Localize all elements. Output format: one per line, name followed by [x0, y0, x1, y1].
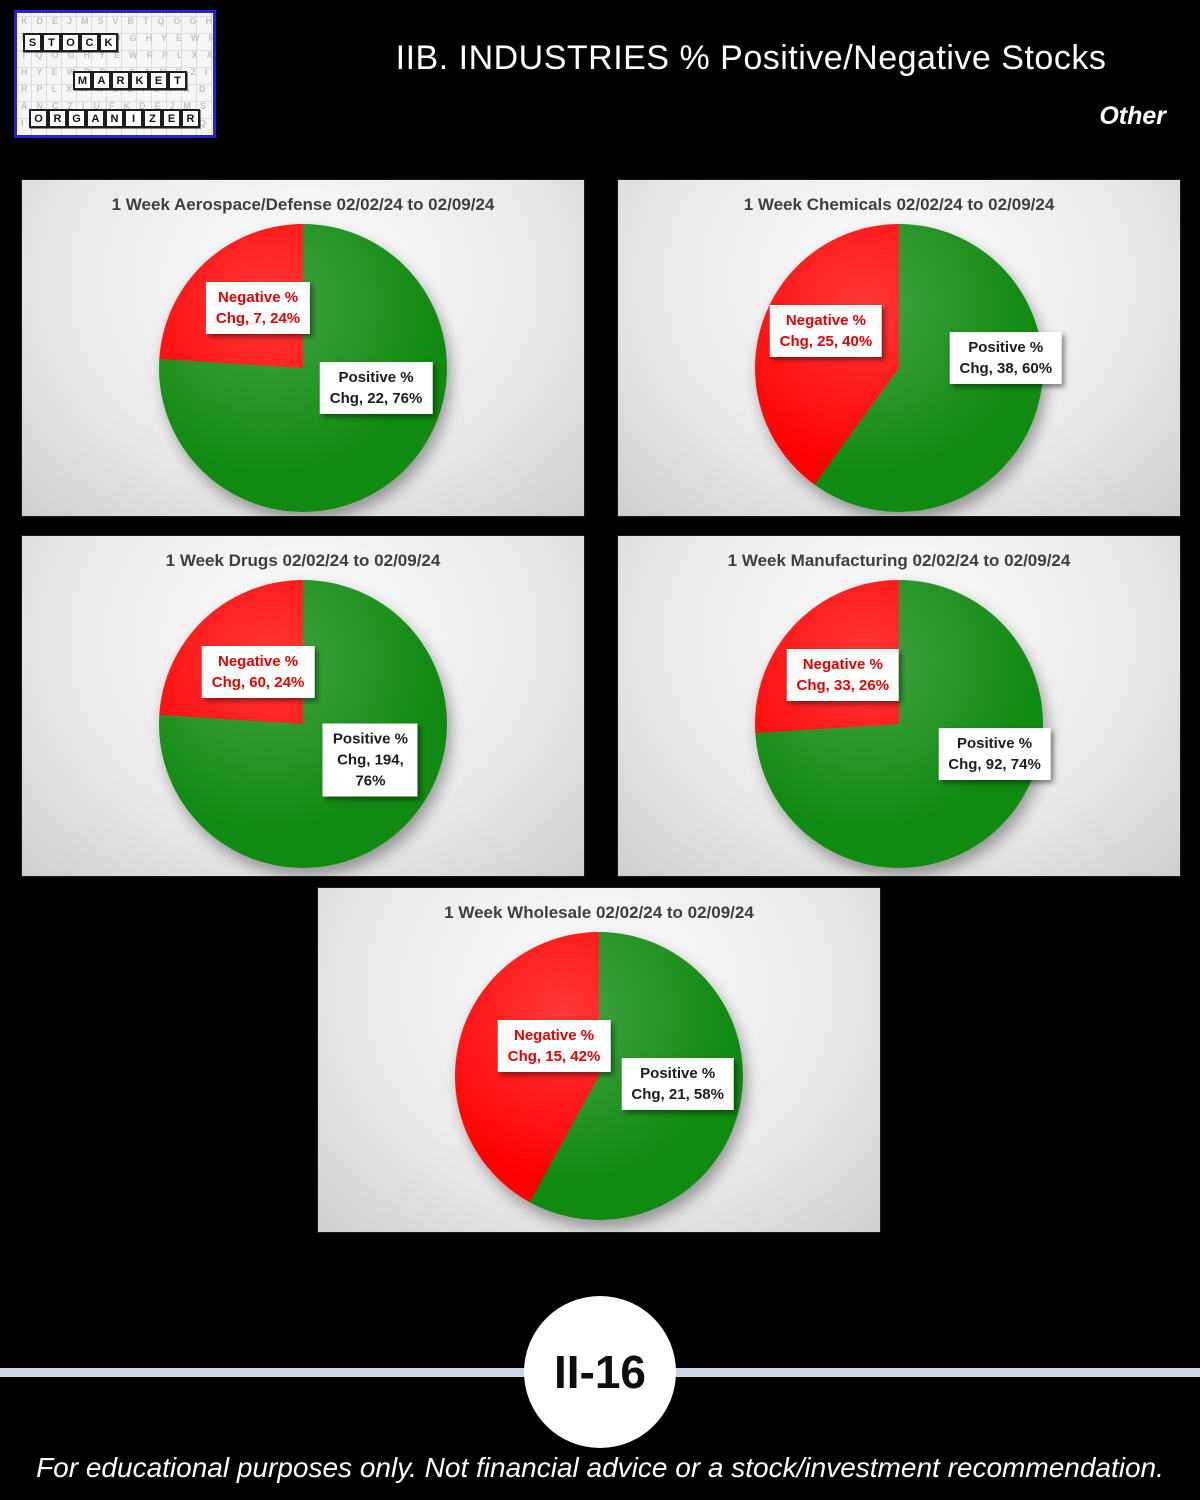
negative-slice-label: Negative % Chg, 60, 24%: [201, 646, 315, 698]
label-line: Positive %: [338, 369, 414, 387]
label-line: Chg, 38, 60%: [959, 360, 1053, 378]
label-line: Negative %: [218, 653, 299, 670]
chart-title: 1 Week Chemicals 02/02/24 to 02/09/24: [743, 195, 1055, 214]
chart-panel-aerospace-defense: 1 Week Aerospace/Defense 02/02/24 to 02/…: [22, 180, 584, 516]
positive-slice-label: Positive % Chg, 92, 74%: [938, 727, 1051, 780]
logo-letter-tile: O: [61, 33, 80, 52]
label-line: Negative %: [802, 656, 883, 674]
label-line: Negative %: [514, 1027, 595, 1045]
logo-letter-tile: G: [67, 109, 86, 128]
logo-letter-tile: R: [48, 109, 67, 128]
label-line: Chg, 33, 26%: [796, 677, 890, 695]
logo-letter-tile: R: [181, 109, 200, 128]
logo-letter-tile: T: [42, 33, 61, 52]
negative-slice-label: Negative % Chg, 7, 24%: [205, 281, 311, 334]
label-line: Chg, 194,: [337, 751, 404, 769]
negative-slice-label: Negative % Chg, 15, 42%: [497, 1020, 611, 1073]
label-line: Chg, 60, 24%: [211, 674, 305, 691]
negative-slice-label: Negative % Chg, 25, 40%: [769, 305, 883, 358]
chart-panel-manufacturing: 1 Week Manufacturing 02/02/24 to 02/09/2…: [618, 536, 1180, 876]
logo-background-letters: KDEJMSVBTQOGH: [21, 16, 216, 26]
logo-letter-tile: O: [29, 109, 48, 128]
page-title: IIB. INDUSTRIES % Positive/Negative Stoc…: [395, 38, 1107, 77]
chart-panel-wholesale: 1 Week Wholesale 02/02/24 to 02/09/24 Ne…: [318, 888, 880, 1232]
label-line: Positive %: [957, 734, 1033, 752]
logo-background-letters: ANCZIUFKDEJMS: [21, 101, 216, 111]
logo-letter-tile: R: [111, 71, 130, 90]
label-line: Chg, 21, 58%: [631, 1086, 724, 1104]
stock-market-organizer-logo: KDEJMSVBTQOGHMSVBTQOGHYEWRTQOGHYEWRPLXAH…: [14, 10, 216, 138]
disclaimer-text: For educational purposes only. Not finan…: [36, 1452, 1164, 1483]
label-line: Positive %: [332, 730, 408, 748]
positive-slice-label: Positive % Chg, 21, 58%: [621, 1058, 734, 1111]
pie-chart: [455, 932, 743, 1220]
logo-background-letters: TQOGHYEWRPLXA: [21, 50, 216, 60]
logo-letter-tile: I: [124, 109, 143, 128]
label-line: Chg, 7, 24%: [215, 309, 301, 327]
chart-title: 1 Week Aerospace/Defense 02/02/24 to 02/…: [111, 195, 495, 214]
chart-title: 1 Week Manufacturing 02/02/24 to 02/09/2…: [727, 551, 1071, 570]
logo-letter-tile: T: [168, 71, 187, 90]
label-line: Chg, 92, 74%: [948, 755, 1041, 773]
logo-letter-tile: Z: [143, 109, 162, 128]
positive-slice-label: Positive % Chg, 22, 76%: [319, 362, 433, 415]
chart-panel-chemicals: 1 Week Chemicals 02/02/24 to 02/09/24 Ne…: [618, 180, 1180, 516]
label-line: Negative %: [218, 288, 299, 306]
positive-slice-label: Positive % Chg, 194, 76%: [322, 723, 418, 797]
positive-slice-label: Positive % Chg, 38, 60%: [949, 332, 1063, 385]
logo-letter-tile: S: [23, 33, 42, 52]
pie-chart: [755, 580, 1043, 868]
label-line: Positive %: [640, 1065, 716, 1083]
logo-letter-tile: E: [149, 71, 168, 90]
logo-letter-tile: A: [86, 109, 105, 128]
section-subtitle-other: Other: [1099, 102, 1166, 130]
label-line: Negative %: [785, 312, 866, 330]
page-number-badge: II-16: [524, 1296, 676, 1448]
logo-letter-tile: E: [162, 109, 181, 128]
label-line: Positive %: [968, 339, 1044, 357]
label-line: 76%: [355, 772, 386, 790]
logo-letter-tile: K: [130, 71, 149, 90]
label-line: Chg, 15, 42%: [507, 1048, 601, 1066]
logo-letter-tile: M: [73, 71, 92, 90]
chart-title: 1 Week Wholesale 02/02/24 to 02/09/24: [444, 903, 754, 922]
label-line: Chg, 25, 40%: [779, 333, 873, 351]
logo-letter-tile: A: [92, 71, 111, 90]
logo-letter-tile: K: [99, 33, 118, 52]
label-line: Chg, 22, 76%: [329, 390, 423, 408]
logo-letter-tile: C: [80, 33, 99, 52]
chart-panel-drugs: 1 Week Drugs 02/02/24 to 02/09/24 Negati…: [22, 536, 584, 876]
logo-letter-tile: N: [105, 109, 124, 128]
chart-title: 1 Week Drugs 02/02/24 to 02/09/24: [165, 551, 441, 570]
negative-slice-label: Negative % Chg, 33, 26%: [786, 649, 900, 702]
